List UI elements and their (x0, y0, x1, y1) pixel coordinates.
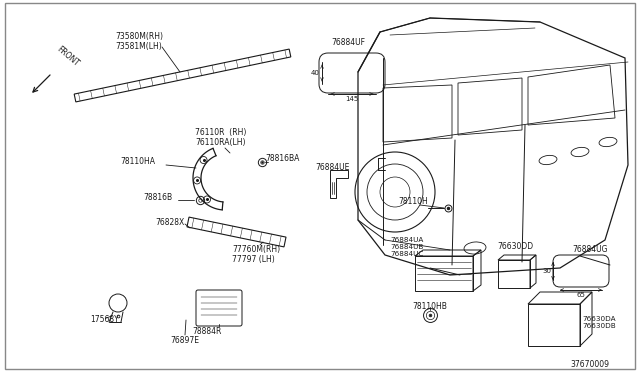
Text: 78110HA: 78110HA (120, 157, 155, 167)
Text: 30: 30 (542, 268, 551, 274)
Text: 76884UE: 76884UE (315, 163, 349, 172)
Text: 78110H: 78110H (398, 198, 428, 206)
Text: 76110R  (RH)
76110RA(LH): 76110R (RH) 76110RA(LH) (195, 128, 246, 147)
Text: 76828X: 76828X (155, 218, 184, 227)
Text: FRONT: FRONT (55, 44, 81, 68)
Text: 76897E: 76897E (170, 336, 200, 345)
Text: 78816BA: 78816BA (265, 154, 300, 163)
Text: 37670009: 37670009 (570, 360, 609, 369)
Text: 76884UF: 76884UF (331, 38, 365, 47)
Text: 65: 65 (577, 292, 586, 298)
Text: 78816B: 78816B (143, 193, 172, 202)
Text: 78884R: 78884R (192, 327, 221, 336)
Text: 76884UG: 76884UG (572, 245, 607, 254)
Text: 76630DD: 76630DD (497, 242, 533, 251)
Text: 17568Y: 17568Y (90, 315, 119, 324)
Text: 76884UA
76884UB
76884UC: 76884UA 76884UB 76884UC (390, 237, 424, 257)
Text: 78110HB: 78110HB (412, 302, 447, 311)
Text: 77760M(RH)
77797 (LH): 77760M(RH) 77797 (LH) (232, 245, 280, 264)
Text: 76630DA
76630DB: 76630DA 76630DB (582, 316, 616, 329)
Text: 145: 145 (346, 96, 358, 102)
Text: 73580M(RH)
73581M(LH): 73580M(RH) 73581M(LH) (115, 32, 163, 51)
Text: 40: 40 (311, 70, 320, 76)
